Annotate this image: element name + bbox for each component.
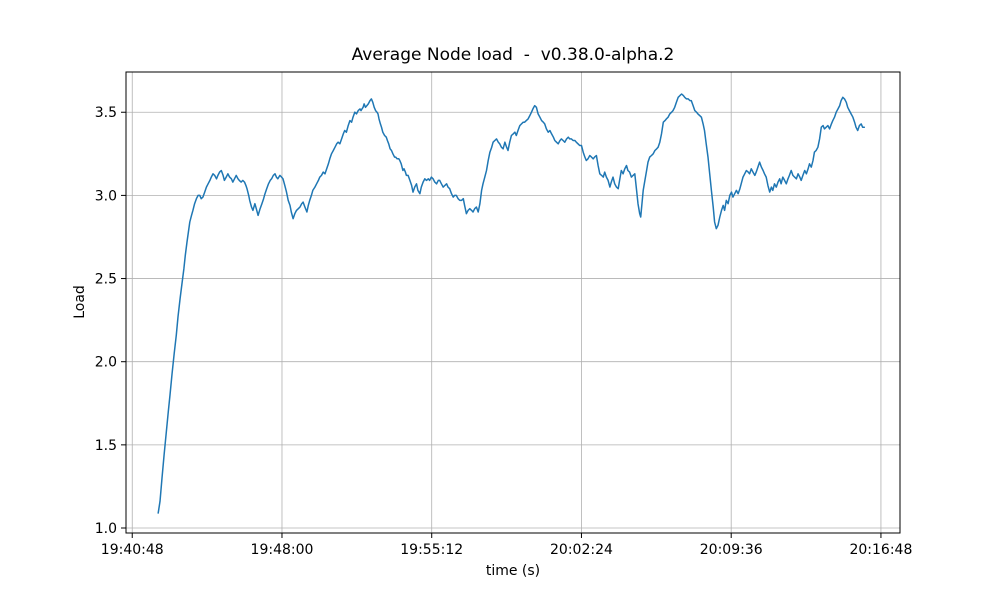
x-tick-label: 20:16:48	[849, 542, 912, 558]
y-tick-label: 2.5	[95, 272, 117, 288]
y-tick-label: 3.5	[95, 105, 117, 121]
y-tick-label: 1.0	[95, 521, 117, 537]
plot-border	[125, 71, 901, 534]
x-tick-label: 20:09:36	[700, 542, 763, 558]
x-tick-label: 20:02:24	[550, 542, 613, 558]
x-tick-label: 19:40:48	[101, 542, 164, 558]
x-tick-label: 19:48:00	[251, 542, 314, 558]
y-tick-label: 2.0	[95, 355, 117, 371]
y-tick-label: 1.5	[95, 438, 117, 454]
chart-title: Average Node load - v0.38.0-alpha.2	[351, 45, 675, 65]
load-line	[157, 93, 866, 514]
y-axis-label: Load	[72, 285, 88, 319]
x-tick-label: 19:55:12	[400, 542, 463, 558]
x-axis-label: time (s)	[485, 563, 541, 579]
y-tick-label: 3.0	[95, 188, 117, 204]
